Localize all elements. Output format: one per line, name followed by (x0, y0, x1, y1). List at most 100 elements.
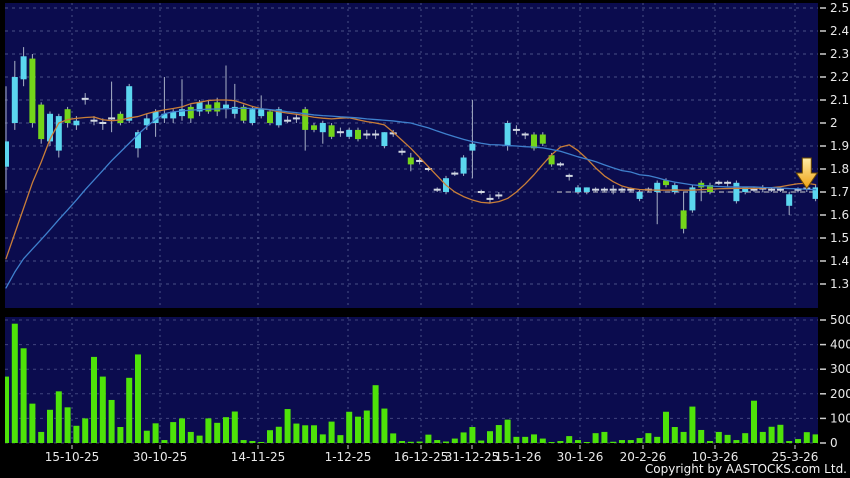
price-axis-label: 1.3 (830, 277, 849, 291)
candle-body (161, 113, 168, 119)
date-axis-label: 10-3-26 (692, 450, 739, 464)
volume-bar (275, 426, 282, 443)
volume-bar (575, 440, 581, 443)
candle-series (5, 47, 818, 234)
volume-bar (777, 424, 784, 443)
price-pane (5, 3, 818, 308)
candle-body (38, 104, 45, 140)
price-axis-label: 2.4 (830, 24, 849, 38)
volume-bar (407, 441, 414, 443)
doji-dash (794, 188, 802, 191)
candle-body (55, 116, 62, 151)
date-axis-label: 16-12-25 (394, 450, 448, 464)
volume-bar (249, 441, 256, 443)
volume-bar (707, 441, 713, 443)
candle-body (346, 129, 353, 137)
volume-bar (645, 433, 652, 443)
doji-dash (416, 159, 424, 162)
volume-bar (152, 423, 159, 443)
date-axis-label: 15-1-26 (495, 450, 542, 464)
doji-dash (372, 133, 380, 136)
candle-body (187, 106, 194, 119)
price-axis-label: 1.4 (830, 254, 849, 268)
volume-bar (38, 431, 45, 443)
volume-bar (795, 439, 801, 443)
candle-body (143, 118, 150, 126)
volume-bar (240, 440, 247, 443)
candle-body (302, 109, 309, 130)
candle-body (231, 106, 238, 114)
volume-bar (495, 425, 502, 443)
volume-bar (214, 422, 221, 443)
candle-body (733, 182, 740, 202)
candle-body (275, 109, 282, 126)
volume-bar (55, 391, 62, 443)
candle-body (29, 58, 36, 123)
volume-bar (29, 403, 36, 443)
volume-bar (513, 436, 520, 443)
volume-bar (619, 440, 625, 443)
candle-body (539, 134, 546, 144)
volume-bar (355, 416, 361, 443)
doji-dash (363, 133, 371, 136)
volume-bar (293, 423, 300, 443)
price-axis-label: 2.1 (830, 93, 849, 107)
candle-body (267, 111, 273, 123)
ma-short-line (5, 99, 817, 260)
volume-bar (610, 441, 617, 443)
volume-bar (47, 409, 53, 443)
candle-body (583, 187, 590, 192)
volume-bar (786, 441, 793, 443)
volume-bar (99, 376, 106, 443)
doji-dash (521, 133, 529, 136)
volume-bar (733, 440, 740, 443)
volume-bar (161, 440, 168, 443)
volume-bar (768, 426, 775, 443)
candle-body (548, 155, 555, 165)
candle-body (663, 180, 669, 186)
volume-bar (583, 442, 590, 443)
candle-body (531, 134, 537, 149)
candle-body (64, 109, 71, 123)
volume-bar (416, 441, 423, 443)
candle-body (249, 109, 256, 123)
volume-bar (267, 430, 273, 443)
copyright-text: Copyright by AASTOCKS.com Ltd. (645, 462, 847, 476)
volume-bar (557, 441, 564, 443)
volume-axis-label: 400 (830, 338, 850, 352)
volume-bar (179, 418, 185, 443)
volume-bar (311, 425, 317, 443)
price-axis-label: 1.5 (830, 231, 849, 245)
volume-bar (671, 427, 678, 443)
volume-bar (434, 440, 441, 443)
volume-bar (566, 436, 573, 443)
doji-dash (99, 122, 107, 124)
volume-bar (196, 435, 203, 443)
date-axis-label: 30-1-26 (557, 450, 604, 464)
candle-body (786, 194, 793, 206)
candle-body (73, 120, 80, 126)
volume-bar (759, 431, 766, 443)
candle-body (460, 157, 467, 174)
doji-dash (768, 188, 776, 191)
candle-body (240, 106, 247, 121)
candle-body (170, 111, 177, 119)
volume-bar (328, 421, 335, 443)
price-axis-label: 1.8 (830, 162, 849, 176)
candle-body (381, 132, 388, 146)
volume-bar (812, 434, 818, 443)
candle-body (575, 187, 581, 192)
moving-average-lines (5, 99, 817, 289)
candle-body (671, 185, 678, 192)
date-axis-label: 15-10-25 (45, 450, 99, 464)
signal-marker (795, 157, 819, 190)
volume-bar (205, 418, 212, 443)
candle-body (135, 132, 141, 149)
volume-axis-label: 200 (830, 387, 850, 401)
volume-bar (372, 385, 379, 443)
candle-body (689, 187, 696, 211)
candle-body (126, 86, 133, 121)
candle-body (328, 125, 335, 137)
candle-body (196, 102, 203, 112)
